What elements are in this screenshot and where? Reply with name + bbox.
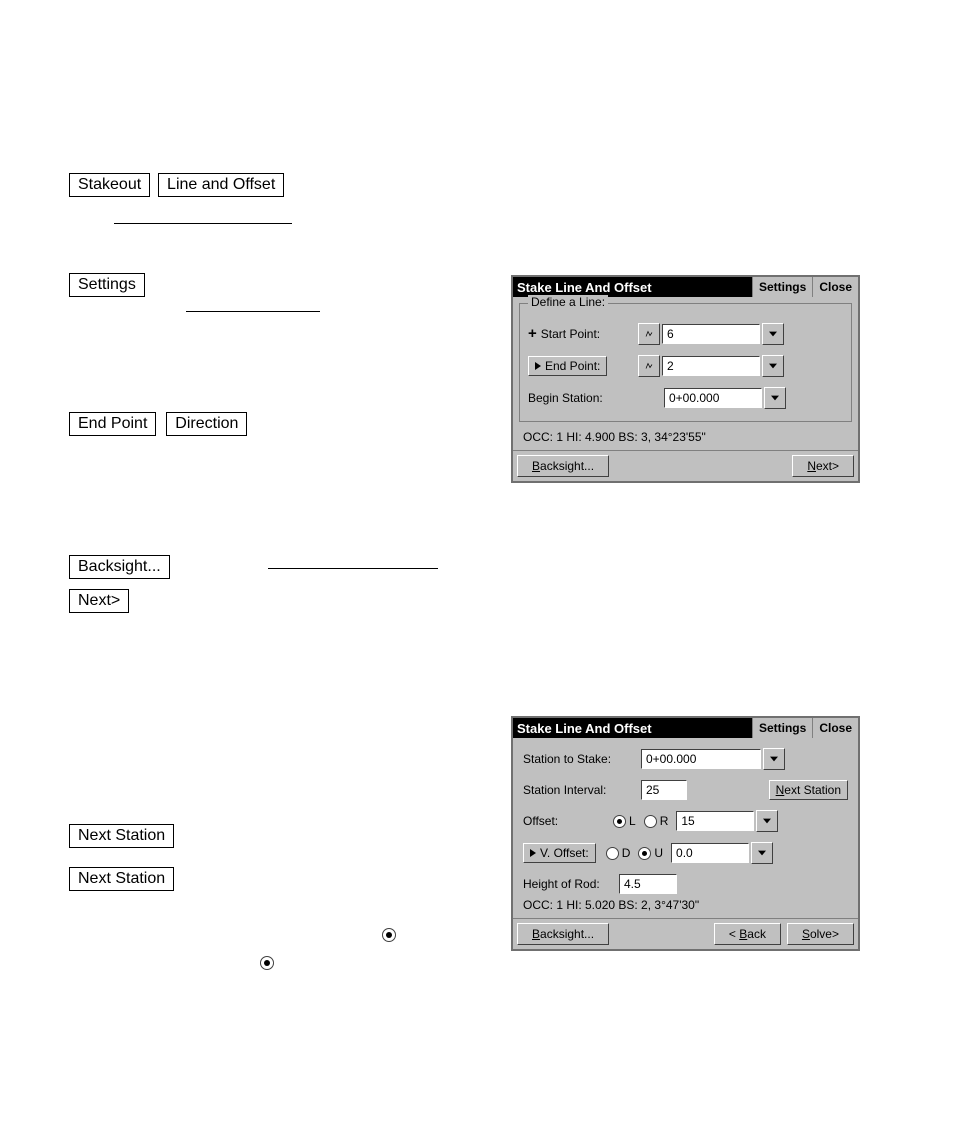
backsight-button-inline: Backsight...: [69, 555, 170, 579]
end-point-toggle-button[interactable]: End Point:: [528, 356, 607, 376]
floating-radio-2[interactable]: [260, 956, 274, 970]
solve-button-win2[interactable]: Solve>: [787, 923, 854, 945]
v-offset-D-label: D: [622, 846, 631, 860]
next-station-suffix: ext Station: [784, 783, 841, 797]
start-point-dropdown[interactable]: [762, 323, 784, 345]
offset-input[interactable]: [676, 811, 754, 831]
station-to-stake-input[interactable]: [641, 749, 761, 769]
next-button-win1[interactable]: Next>: [792, 455, 854, 477]
back-prefix: <: [729, 927, 739, 941]
back-button-win2[interactable]: < Back: [714, 923, 781, 945]
settings-button-inline: Settings: [69, 273, 145, 297]
next-label-suffix: ext>: [816, 459, 839, 473]
station-interval-input[interactable]: [641, 780, 687, 800]
window-title-2: Stake Line And Offset: [513, 718, 752, 738]
end-point-label: End Point:: [545, 359, 600, 373]
v-offset-toggle-button[interactable]: V. Offset:: [523, 843, 596, 863]
window-title-1: Stake Line And Offset: [513, 277, 752, 297]
plus-icon: +: [528, 328, 537, 340]
direction-button-inline: Direction: [166, 412, 247, 436]
height-of-rod-row: Height of Rod:: [523, 874, 848, 894]
end-point-row: End Point:: [528, 355, 843, 377]
settings-button[interactable]: Settings: [752, 277, 812, 297]
station-to-stake-dropdown[interactable]: [763, 748, 785, 770]
start-point-input[interactable]: [662, 324, 760, 344]
backsight-button-win2[interactable]: Backsight...: [517, 923, 609, 945]
define-line-group: Define a Line: + Start Point:: [519, 303, 852, 422]
close-button-2[interactable]: Close: [812, 718, 858, 738]
end-point-input[interactable]: [662, 356, 760, 376]
stakeout-button: Stakeout: [69, 173, 150, 197]
begin-station-input[interactable]: [664, 388, 762, 408]
line-and-offset-button: Line and Offset: [158, 173, 284, 197]
offset-row: Offset: L R: [523, 810, 848, 832]
back-suffix: ack: [747, 927, 766, 941]
v-offset-input[interactable]: [671, 843, 749, 863]
v-offset-D-radio[interactable]: D: [606, 846, 631, 860]
backsight-button-win1[interactable]: Backsight...: [517, 455, 609, 477]
status-row-2: OCC: 1 HI: 5.020 BS: 2, 3°47'30": [523, 898, 848, 916]
begin-station-label: Begin Station:: [528, 391, 603, 405]
v-offset-U-label: U: [654, 846, 663, 860]
backsight-label-suffix: acksight...: [540, 459, 594, 473]
end-point-button-inline: End Point: [69, 412, 156, 436]
next-station-button-win2[interactable]: Next Station: [769, 780, 848, 800]
begin-station-row: Begin Station:: [528, 387, 843, 409]
v-offset-row: V. Offset: D U: [523, 842, 848, 864]
v-offset-U-radio[interactable]: U: [638, 846, 663, 860]
v-offset-dropdown[interactable]: [751, 842, 773, 864]
end-point-map-icon[interactable]: [638, 355, 660, 377]
stake-line-window-1: Stake Line And Offset Settings Close Def…: [511, 275, 860, 483]
start-point-row: + Start Point:: [528, 323, 843, 345]
v-offset-label: V. Offset:: [540, 846, 589, 860]
settings-button-2[interactable]: Settings: [752, 718, 812, 738]
offset-label: Offset:: [523, 814, 613, 828]
underline-2: [186, 310, 320, 312]
height-of-rod-input[interactable]: [619, 874, 677, 894]
group-legend: Define a Line:: [528, 295, 608, 309]
titlebar-2: Stake Line And Offset Settings Close: [513, 718, 858, 738]
start-point-map-icon[interactable]: [638, 323, 660, 345]
stake-line-window-2: Stake Line And Offset Settings Close Sta…: [511, 716, 860, 951]
offset-R-label: R: [660, 814, 669, 828]
station-interval-label: Station Interval:: [523, 783, 641, 797]
station-interval-row: Station Interval: Next Station: [523, 780, 848, 800]
offset-dropdown[interactable]: [756, 810, 778, 832]
underline-1: [114, 222, 292, 224]
underline-3: [268, 567, 438, 569]
end-point-dropdown[interactable]: [762, 355, 784, 377]
solve-suffix: olve>: [810, 927, 839, 941]
station-to-stake-label: Station to Stake:: [523, 752, 641, 766]
backsight-suffix-2: acksight...: [540, 927, 594, 941]
next-station-button-2: Next Station: [69, 867, 174, 891]
height-of-rod-label: Height of Rod:: [523, 877, 619, 891]
next-station-button-1: Next Station: [69, 824, 174, 848]
floating-radio-1[interactable]: [382, 928, 396, 942]
status-row-1: OCC: 1 HI: 4.900 BS: 3, 34°23'55": [513, 426, 858, 450]
next-button-inline: Next>: [69, 589, 129, 613]
close-button[interactable]: Close: [812, 277, 858, 297]
offset-L-radio[interactable]: L: [613, 814, 636, 828]
titlebar-1: Stake Line And Offset Settings Close: [513, 277, 858, 297]
offset-L-label: L: [629, 814, 636, 828]
station-to-stake-row: Station to Stake:: [523, 748, 848, 770]
start-point-label: Start Point:: [541, 327, 600, 341]
offset-R-radio[interactable]: R: [644, 814, 669, 828]
begin-station-dropdown[interactable]: [764, 387, 786, 409]
